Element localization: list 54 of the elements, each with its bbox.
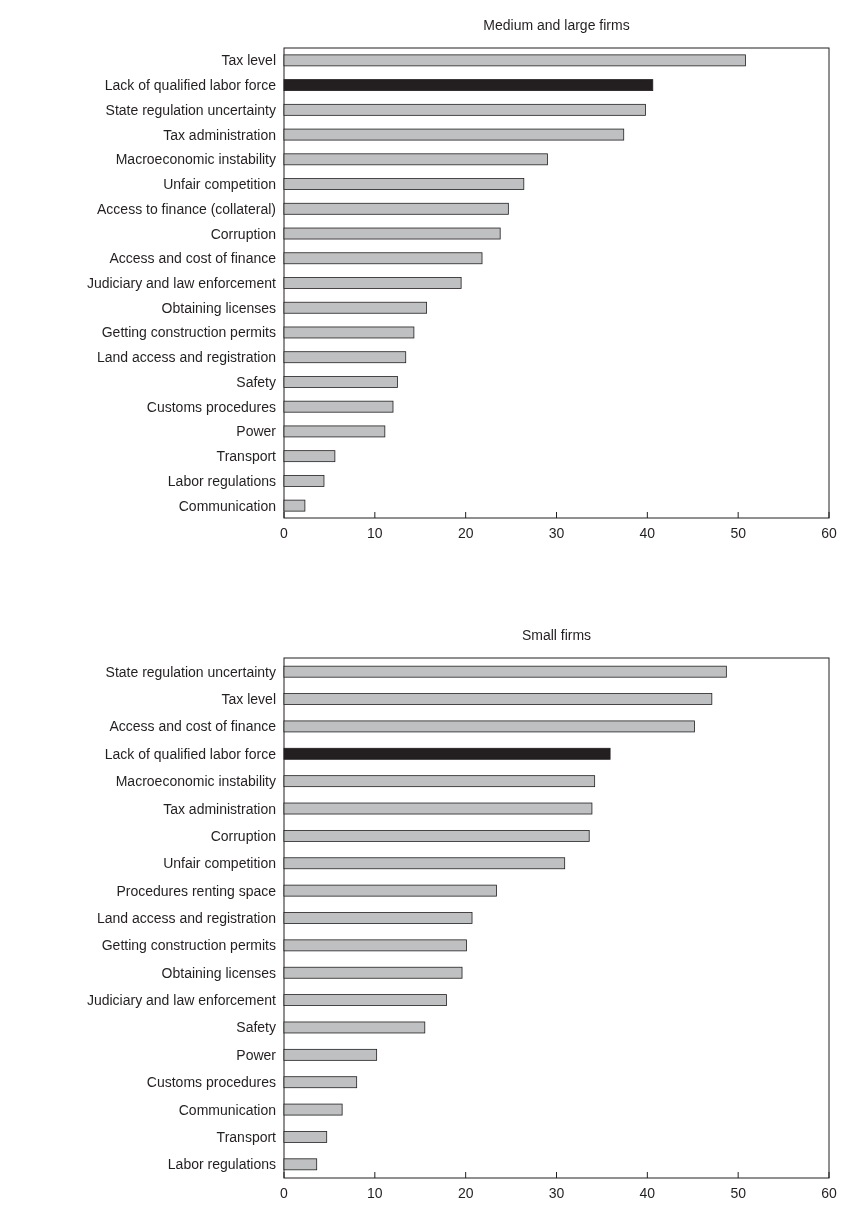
y-tick-label: Labor regulations	[167, 472, 276, 489]
y-tick-label: Unfair competition	[163, 176, 276, 193]
x-tick-label: 30	[548, 525, 565, 541]
x-tick-label: 10	[367, 1185, 383, 1201]
y-tick-label: Power	[236, 423, 277, 440]
y-tick-label: Customs procedures	[146, 398, 276, 415]
x-tick-label: 40	[639, 1185, 656, 1201]
y-tick-label: Corruption	[210, 225, 276, 242]
y-tick-label: Access to finance (collateral)	[97, 200, 276, 217]
x-tick-label: 50	[730, 1185, 747, 1201]
y-tick-label: Transport	[216, 1128, 277, 1145]
x-tick-label: 50	[730, 525, 747, 541]
y-tick-label: Power	[236, 1046, 277, 1063]
y-tick-label: State regulation uncertainty	[105, 101, 276, 118]
y-tick-label: Macroeconomic instability	[115, 773, 276, 790]
y-tick-label: Access and cost of finance	[109, 250, 277, 267]
x-tick-label: 60	[821, 1185, 837, 1201]
y-tick-label: Getting construction permits	[101, 324, 276, 341]
y-tick-label: Access and cost of finance	[109, 718, 277, 735]
y-tick-label: Procedures renting space	[116, 882, 277, 899]
y-tick-label: Lack of qualified labor force	[104, 77, 277, 94]
y-tick-label: State regulation uncertainty	[105, 663, 276, 680]
y-tick-label: Corruption	[210, 827, 276, 844]
y-tick-label: Judiciary and law enforcement	[86, 992, 277, 1009]
x-tick-label: 0	[280, 1185, 289, 1201]
y-tick-label: Obtaining licenses	[161, 299, 276, 316]
y-tick-label: Safety	[236, 373, 276, 390]
y-tick-label: Labor regulations	[167, 1156, 276, 1173]
y-tick-label: Tax level	[221, 691, 276, 708]
y-tick-label: Obtaining licenses	[161, 964, 276, 981]
y-tick-label: Land access and registration	[97, 910, 276, 926]
y-tick-label: Tax administration	[163, 126, 276, 143]
x-tick-label: 30	[548, 1185, 565, 1201]
y-tick-label: Communication	[178, 497, 276, 514]
x-tick-label: 0	[280, 525, 289, 541]
y-tick-label: Land access and registration	[97, 349, 276, 366]
y-tick-label: Transport	[216, 448, 277, 465]
y-tick-label: Communication	[178, 1101, 276, 1118]
x-tick-label: 20	[457, 1185, 474, 1201]
x-tick-label: 10	[367, 525, 383, 541]
chart-title: Medium and large firms	[483, 17, 630, 33]
y-tick-label: Unfair competition	[163, 855, 276, 872]
x-tick-label: 40	[639, 525, 656, 541]
y-tick-label: Tax level	[221, 52, 276, 69]
y-tick-label: Tax administration	[163, 800, 276, 817]
y-tick-label: Customs procedures	[146, 1074, 276, 1091]
y-tick-label: Getting construction permits	[101, 937, 276, 954]
x-tick-label: 60	[821, 525, 837, 541]
x-tick-label: 20	[457, 525, 474, 541]
chart-title: Small firms	[521, 627, 592, 643]
y-tick-label: Macroeconomic instability	[115, 151, 276, 168]
y-tick-label: Safety	[236, 1019, 276, 1036]
y-tick-label: Judiciary and law enforcement	[86, 275, 277, 291]
y-tick-label: Lack of qualified labor force	[104, 745, 277, 762]
